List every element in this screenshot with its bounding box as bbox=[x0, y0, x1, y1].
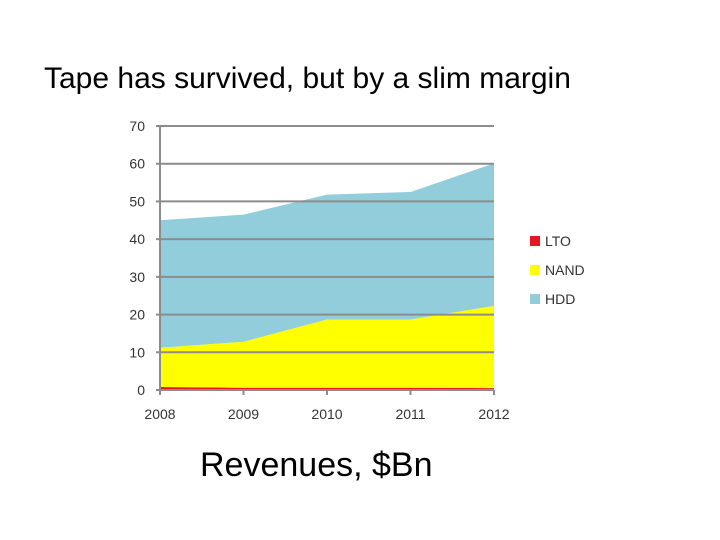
y-tick-labels: 0 10 20 30 40 50 60 70 bbox=[129, 118, 145, 398]
chart-caption: Revenues, $Bn bbox=[200, 446, 433, 484]
y-tick-label-70: 70 bbox=[129, 118, 145, 134]
legend-swatch-hdd bbox=[530, 294, 540, 304]
x-tick-label-2010: 2010 bbox=[311, 406, 342, 422]
legend: LTO NAND HDD bbox=[530, 233, 585, 307]
y-tick-label-40: 40 bbox=[129, 231, 145, 247]
legend-label-lto: LTO bbox=[545, 233, 571, 249]
y-tick-label-30: 30 bbox=[129, 269, 145, 285]
x-tick-label-2009: 2009 bbox=[228, 406, 259, 422]
x-tick-label-2008: 2008 bbox=[144, 406, 175, 422]
area-series-group bbox=[160, 163, 494, 390]
area-hdd bbox=[160, 163, 494, 348]
y-tick-label-20: 20 bbox=[129, 307, 145, 323]
y-tick-label-60: 60 bbox=[129, 156, 145, 172]
y-tick-label-10: 10 bbox=[129, 344, 145, 360]
x-tick-label-2011: 2011 bbox=[395, 406, 425, 422]
slide-title: Tape has survived, but by a slim margin bbox=[44, 62, 571, 95]
legend-label-nand: NAND bbox=[545, 262, 585, 278]
y-tick-label-50: 50 bbox=[129, 193, 145, 209]
area-nand bbox=[160, 305, 494, 389]
legend-swatch-nand bbox=[530, 265, 540, 275]
axes bbox=[156, 125, 495, 395]
x-tick-labels: 2008 2009 2010 2011 2012 bbox=[144, 406, 509, 422]
gridlines bbox=[160, 125, 494, 354]
y-tick-label-0: 0 bbox=[137, 382, 145, 398]
x-tick-label-2012: 2012 bbox=[478, 406, 509, 422]
legend-swatch-lto bbox=[530, 236, 540, 246]
legend-label-hdd: HDD bbox=[545, 291, 575, 307]
